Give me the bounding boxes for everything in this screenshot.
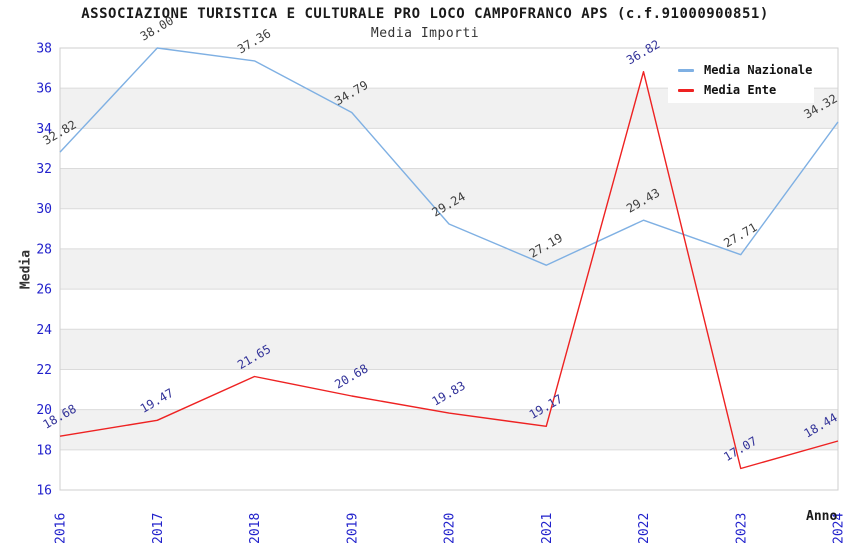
chart-subtitle: Media Importi bbox=[370, 26, 480, 41]
legend-marker-media-nazionale-icon bbox=[678, 68, 694, 72]
y-tick-label: 28 bbox=[36, 242, 52, 257]
x-tick-label: 2017 bbox=[151, 513, 166, 544]
series-line-media-nazionale bbox=[59, 47, 839, 266]
legend-marker-media-ente-icon bbox=[678, 88, 694, 92]
y-tick-label: 36 bbox=[36, 82, 52, 97]
y-tick-label: 20 bbox=[36, 403, 52, 418]
point-label-media-ente: 36.82 bbox=[624, 37, 662, 67]
x-tick-label: 2024 bbox=[832, 513, 847, 544]
point-label-media-nazionale: 38.00 bbox=[138, 13, 176, 43]
point-label-media-nazionale: 37.36 bbox=[235, 26, 273, 56]
y-tick-label: 24 bbox=[36, 323, 52, 338]
x-tick-label: 2018 bbox=[248, 513, 263, 544]
x-tick-label: 2019 bbox=[345, 513, 360, 544]
x-tick-label: 2023 bbox=[734, 513, 749, 544]
x-axis-title: Anno bbox=[806, 509, 838, 524]
y-tick-label: 18 bbox=[36, 443, 52, 458]
legend-label-media-nazionale: Media Nazionale bbox=[704, 63, 813, 77]
legend-item-media-nazionale: Media Nazionale bbox=[678, 63, 814, 77]
point-label-media-ente: 19.83 bbox=[430, 378, 468, 408]
x-tick-label: 2020 bbox=[443, 513, 458, 544]
y-tick-label: 38 bbox=[36, 42, 52, 57]
x-tick-label: 2016 bbox=[54, 513, 69, 544]
x-tick-label: 2021 bbox=[540, 513, 555, 544]
y-tick-label: 26 bbox=[36, 283, 52, 298]
plot-background-band bbox=[60, 329, 838, 370]
legend-label-media-ente: Media Ente bbox=[704, 83, 777, 97]
y-tick-label: 16 bbox=[36, 484, 52, 499]
y-tick-label: 34 bbox=[36, 122, 52, 137]
y-tick-label: 32 bbox=[36, 162, 52, 177]
plot-background-band bbox=[60, 168, 838, 209]
plot-border bbox=[59, 47, 839, 491]
legend-item-media-ente: Media Ente bbox=[678, 83, 814, 97]
x-tick-label: 2022 bbox=[637, 513, 652, 544]
legend: Media Nazionale Media Ente bbox=[668, 57, 814, 103]
series-line-media-ente bbox=[59, 70, 839, 470]
y-tick-label: 30 bbox=[36, 202, 52, 217]
y-tick-label: 22 bbox=[36, 363, 52, 378]
chart-title: ASSOCIAZIONE TURISTICA E CULTURALE PRO L… bbox=[81, 6, 769, 22]
plot-background-band bbox=[60, 409, 838, 450]
point-label-media-nazionale: 27.71 bbox=[721, 220, 759, 250]
y-axis-title: Media bbox=[18, 249, 34, 290]
plot-background-band bbox=[60, 248, 838, 290]
